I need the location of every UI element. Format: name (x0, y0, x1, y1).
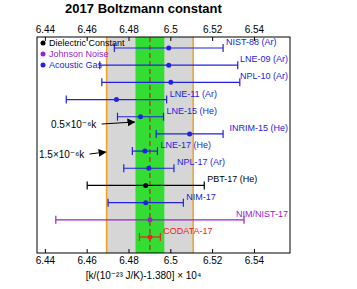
error-cap (87, 181, 88, 189)
point (142, 149, 147, 154)
annotation-arrow (90, 152, 106, 154)
error-cap (117, 113, 118, 121)
category-label: LNE-15 (He) (167, 106, 218, 116)
tick (45, 37, 46, 41)
tick-label: 6.54 (245, 24, 265, 35)
tick-label: 6.46 (77, 255, 97, 266)
category-label: INRIM-15 (He) (229, 123, 288, 133)
tick (129, 37, 130, 41)
error-cap (222, 130, 223, 138)
tick (170, 37, 171, 41)
error-cap (55, 216, 56, 224)
error-bar (100, 61, 238, 69)
tick (212, 37, 213, 41)
legend-marker (41, 41, 46, 46)
error-bar (124, 164, 174, 172)
error-cap (204, 181, 205, 189)
annotation: 0.5×10⁻⁶k (51, 119, 97, 130)
error-bar (102, 78, 240, 86)
category-label: NPL-10 (Ar) (240, 71, 288, 81)
tick-label: 6.5 (164, 24, 178, 35)
legend-label: Johnson Noise (49, 49, 109, 59)
x-label: [k/(10⁻²³ J/K)-1.380] × 10⁴ (86, 270, 201, 281)
point (114, 97, 119, 102)
point (147, 235, 152, 240)
category-label: NIST-88 (Ar) (226, 37, 277, 47)
error-bar (87, 181, 204, 189)
category-label: NIM-17 (186, 192, 216, 202)
tick (212, 249, 213, 253)
legend-label: Acoustic Gas (49, 60, 103, 70)
point (143, 200, 148, 205)
point (138, 114, 143, 119)
tick-label: 6.5 (164, 255, 178, 266)
point (166, 63, 171, 68)
tick-label: 6.46 (77, 24, 97, 35)
error-cap (107, 199, 108, 207)
tick-label: 6.44 (36, 255, 56, 266)
tick (254, 249, 255, 253)
tick-label: 6.48 (119, 255, 139, 266)
tick-label: 6.48 (119, 24, 139, 35)
error-bar (118, 113, 164, 121)
error-cap (132, 147, 133, 155)
error-cap (66, 96, 67, 104)
legend-marker (41, 52, 46, 57)
error-bar (139, 233, 160, 241)
category-label: LNE-11 (Ar) (170, 89, 217, 99)
tick (45, 249, 46, 253)
point (166, 46, 171, 51)
error-cap (160, 233, 161, 241)
category-label: NIM/NIST-17 (236, 209, 288, 219)
category-label: LNE-17 (He) (160, 140, 211, 150)
tick (254, 37, 255, 41)
error-bar (66, 96, 166, 104)
tick-label: 6.52 (203, 24, 223, 35)
tick (87, 249, 88, 253)
tick-label: 6.54 (245, 255, 265, 266)
point (168, 80, 173, 85)
tick (170, 249, 171, 253)
error-cap (123, 164, 124, 172)
category-label: CODATA-17 (163, 226, 212, 236)
legend-label: Dielectric Constant (49, 38, 125, 48)
category-label: PBT-17 (He) (207, 174, 257, 184)
error-cap (163, 113, 164, 121)
error-cap (173, 164, 174, 172)
error-cap (222, 44, 223, 52)
title: 2017 Boltzmann constant (65, 1, 222, 16)
error-cap (157, 147, 158, 155)
tick-label: 6.52 (203, 255, 223, 266)
error-cap (166, 96, 167, 104)
error-bar (132, 147, 157, 155)
error-cap (156, 130, 157, 138)
point (146, 166, 151, 171)
annotation-arrow (102, 122, 135, 124)
category-label: NPL-17 (Ar) (177, 157, 225, 167)
point (187, 131, 192, 136)
error-bar (56, 216, 244, 224)
band-edge (106, 37, 108, 253)
frame (37, 37, 290, 253)
tick-label: 6.44 (36, 24, 56, 35)
annotation: 1.5×10⁻⁶k (39, 149, 85, 160)
error-bar (156, 130, 223, 138)
category-label: LNE-09 (Ar) (240, 54, 288, 64)
point (147, 217, 152, 222)
error-cap (101, 78, 102, 86)
point (143, 183, 148, 188)
chart: 2017 Boltzmann constant NIST-88 (Ar) LNE-0… (0, 0, 357, 289)
error-cap (237, 61, 238, 69)
error-bar (114, 44, 223, 52)
tick (129, 249, 130, 253)
error-cap (183, 199, 184, 207)
error-cap (139, 233, 140, 241)
error-bar (108, 199, 183, 207)
legend-marker (41, 63, 46, 68)
